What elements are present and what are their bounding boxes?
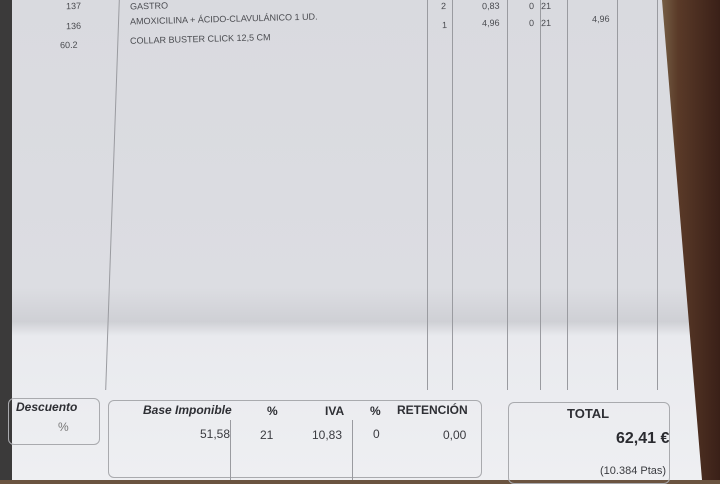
item-price: 4,96 — [481, 17, 500, 29]
base-label: Base Imponible — [143, 403, 232, 417]
item-vat: 21 — [540, 0, 552, 12]
iva-label: IVA — [325, 404, 345, 418]
total-ptas: (10.384 Ptas) — [600, 465, 667, 477]
column-divider — [427, 0, 428, 390]
discount-unit: % — [58, 420, 69, 434]
column-divider — [657, 0, 658, 390]
column-divider — [507, 0, 508, 390]
base-value: 51,58 — [200, 427, 231, 441]
column-divider — [452, 0, 453, 390]
dark-edge — [0, 0, 12, 480]
item-description: GASTRO — [129, 0, 169, 12]
column-divider — [540, 0, 541, 390]
divider — [230, 420, 231, 480]
item-vat: 21 — [540, 17, 552, 29]
item-code: 60.2 — [59, 39, 78, 51]
retencion-value: 0,00 — [443, 428, 467, 442]
item-discount: 0 — [528, 17, 535, 29]
item-qty: 2 — [440, 0, 447, 12]
iva-value: 10,83 — [312, 428, 343, 442]
item-discount: 0 — [528, 0, 535, 12]
pct-label-2: % — [370, 404, 381, 418]
divider — [352, 420, 353, 480]
item-amount: 4,96 — [591, 13, 610, 25]
retencion-label: RETENCIÓN — [397, 403, 468, 417]
tax-box — [108, 400, 482, 478]
item-code: 136 — [65, 20, 82, 32]
iva-pct: 21 — [260, 428, 274, 442]
discount-box — [8, 398, 100, 445]
column-divider — [105, 0, 120, 390]
total-value: 62,41 € — [616, 430, 670, 447]
column-divider — [617, 0, 618, 390]
item-qty: 1 — [441, 19, 448, 31]
pct-label: % — [267, 404, 278, 418]
column-divider — [567, 0, 568, 390]
discount-label: Descuento — [16, 400, 78, 414]
retencion-pct: 0 — [373, 427, 380, 441]
total-label: TOTAL — [567, 406, 610, 421]
item-code: 137 — [65, 0, 82, 12]
item-price: 0,83 — [481, 0, 500, 12]
